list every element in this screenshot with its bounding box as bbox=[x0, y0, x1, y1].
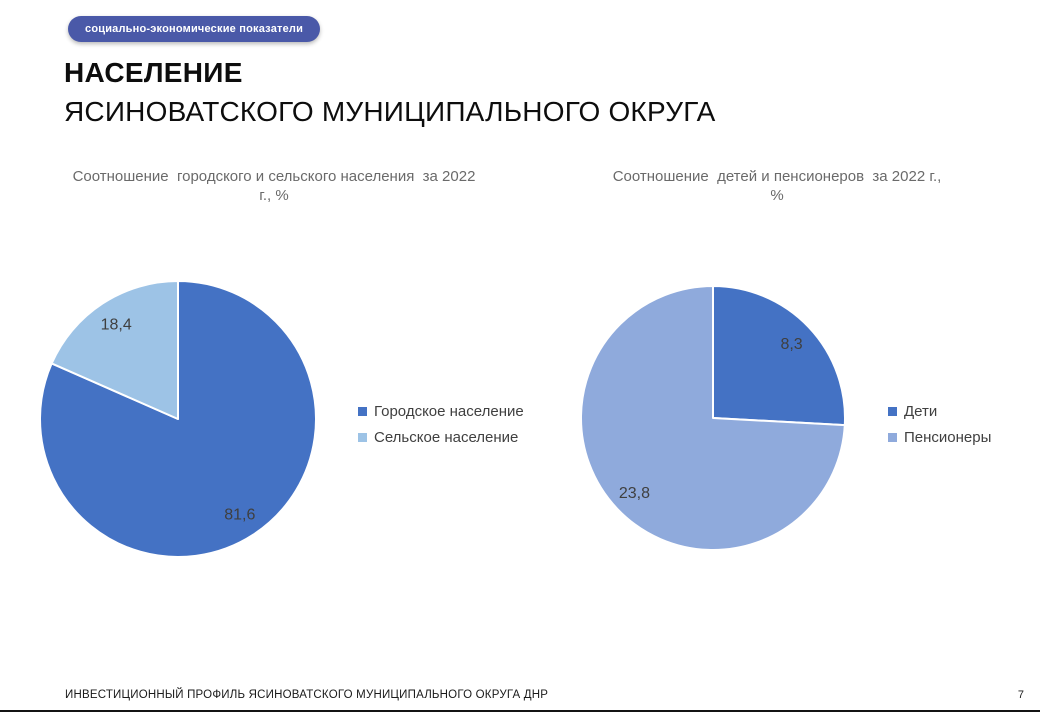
pie-data-label: 18,4 bbox=[101, 317, 132, 334]
chart-title-children-pensioners: Соотношение детей и пенсионеров за 2022 … bbox=[596, 167, 958, 205]
legend-marker-icon bbox=[888, 406, 897, 416]
footer-text: ИНВЕСТИЦИОННЫЙ ПРОФИЛЬ ЯСИНОВАТСКОГО МУН… bbox=[65, 689, 549, 701]
legend-item: Дети bbox=[888, 398, 991, 424]
pie-chart-children-pensioners: 8,3 23,8 bbox=[580, 285, 846, 551]
legend-item: Пенсионеры bbox=[888, 424, 991, 450]
legend-item: Городское население bbox=[358, 398, 524, 424]
pie-slice bbox=[712, 285, 846, 427]
legend-label: Городское население bbox=[374, 402, 524, 420]
legend-item: Сельское население bbox=[358, 424, 524, 450]
page-title-line1: НАСЕЛЕНИЕ bbox=[64, 57, 243, 88]
pie-data-label: 81,6 bbox=[224, 506, 255, 523]
legend-marker-icon bbox=[888, 432, 897, 442]
pie-slice bbox=[580, 285, 846, 551]
legend-label: Пенсионеры bbox=[904, 428, 992, 446]
page-number: 7 bbox=[1017, 689, 1024, 701]
legend-marker-icon bbox=[358, 406, 367, 416]
topic-badge: социально-экономические показатели bbox=[68, 16, 321, 42]
legend-marker-icon bbox=[358, 432, 367, 442]
chart-title-line: % bbox=[770, 187, 784, 204]
pie-data-label: 8,3 bbox=[780, 336, 802, 353]
chart-title-line: Соотношение детей и пенсионеров за 2022 … bbox=[612, 168, 942, 185]
chart-title-urban-rural: Соотношение городского и сельского насел… bbox=[58, 167, 490, 205]
page-title: НАСЕЛЕНИЕ ЯСИНОВАТСКОГО МУНИЦИПАЛЬНОГО О… bbox=[64, 57, 716, 128]
pie-data-label: 23,8 bbox=[619, 485, 650, 502]
pie-slice bbox=[39, 280, 317, 558]
pie-chart-urban-rural: 81,6 18,4 bbox=[39, 280, 317, 558]
bottom-divider bbox=[0, 710, 1040, 712]
legend-label: Сельское население bbox=[374, 428, 519, 446]
chart-title-line: Соотношение городского и сельского насел… bbox=[72, 168, 476, 185]
pie-slice bbox=[50, 280, 179, 420]
legend-urban-rural: Городское население Сельское население bbox=[358, 398, 524, 450]
legend-children-pensioners: Дети Пенсионеры bbox=[888, 398, 991, 450]
chart-title-line: г., % bbox=[259, 187, 289, 204]
legend-label: Дети bbox=[904, 402, 938, 420]
page-title-line2: ЯСИНОВАТСКОГО МУНИЦИПАЛЬНОГО ОКРУГА bbox=[64, 96, 716, 127]
